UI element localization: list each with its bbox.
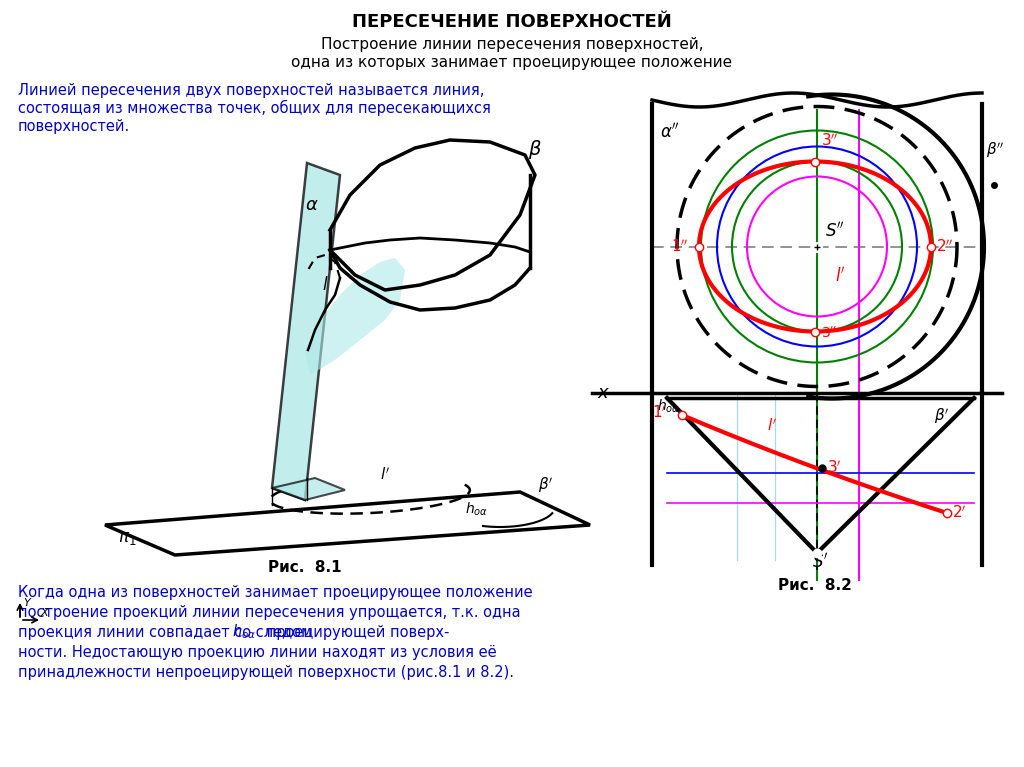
Text: одна из которых занимает проецирующее положение: одна из которых занимает проецирующее по… [292,54,732,70]
Text: $\alpha''$: $\alpha''$ [660,123,680,142]
Text: $2'$: $2'$ [952,505,967,521]
Text: $3''$: $3''$ [821,132,839,149]
Text: Когда одна из поверхностей занимает проецирующее положение: Когда одна из поверхностей занимает прое… [18,584,532,600]
Text: $3''$: $3''$ [821,325,838,341]
Text: ПЕРЕСЕЧЕНИЕ ПОВЕРХНОСТЕЙ: ПЕРЕСЕЧЕНИЕ ПОВЕРХНОСТЕЙ [352,13,672,31]
Text: $S'$: $S'$ [812,552,828,571]
Text: $\pi_1$: $\pi_1$ [118,529,136,547]
Polygon shape [305,258,406,375]
Text: $l'$: $l'$ [380,466,390,483]
Polygon shape [272,163,340,500]
Text: Рис.  8.1: Рис. 8.1 [268,561,342,575]
Text: $l'$: $l'$ [767,417,777,434]
Text: ности. Недостающую проекцию линии находят из условия её: ности. Недостающую проекцию линии находя… [18,644,497,660]
Text: Y: Y [23,598,30,608]
Text: $\beta'$: $\beta'$ [934,407,949,426]
Text: $\beta$: $\beta$ [528,138,542,161]
Polygon shape [272,478,345,500]
Text: проекция линии совпадает со следом: проекция линии совпадает со следом [18,624,316,640]
Text: $3'$: $3'$ [827,459,842,476]
Text: $\beta''$: $\beta''$ [986,140,1005,160]
Text: $1'$: $1'$ [652,404,667,421]
Text: $\beta'$: $\beta'$ [538,476,554,495]
Text: построение проекций линии пересечения упрощается, т.к. одна: построение проекций линии пересечения уп… [18,604,520,620]
Text: $l$: $l$ [322,276,329,294]
Text: $2''$: $2''$ [936,238,953,255]
Text: $l'$: $l'$ [835,266,846,285]
Text: принадлежности непроецирующей поверхности (рис.8.1 и 8.2).: принадлежности непроецирующей поверхност… [18,664,514,680]
Text: $h_{o\alpha}$: $h_{o\alpha}$ [465,501,488,518]
Text: Линией пересечения двух поверхностей называется линия,: Линией пересечения двух поверхностей наз… [18,83,484,97]
Text: x: x [597,384,607,402]
Text: $h_{o\alpha}$: $h_{o\alpha}$ [232,623,256,641]
Text: Рис.  8.2: Рис. 8.2 [778,578,852,592]
Text: $h_{o\alpha}$: $h_{o\alpha}$ [657,398,680,416]
Text: $1''$: $1''$ [671,238,688,255]
Text: $\alpha$: $\alpha$ [305,196,318,214]
Text: состоящая из множества точек, общих для пересекающихся: состоящая из множества точек, общих для … [18,100,490,116]
Text: Построение линии пересечения поверхностей,: Построение линии пересечения поверхносте… [321,37,703,51]
Text: проецирующей поверх-: проецирующей поверх- [262,624,450,640]
Text: X: X [40,608,48,618]
Text: $S''$: $S''$ [825,222,845,241]
Text: поверхностей.: поверхностей. [18,118,130,133]
